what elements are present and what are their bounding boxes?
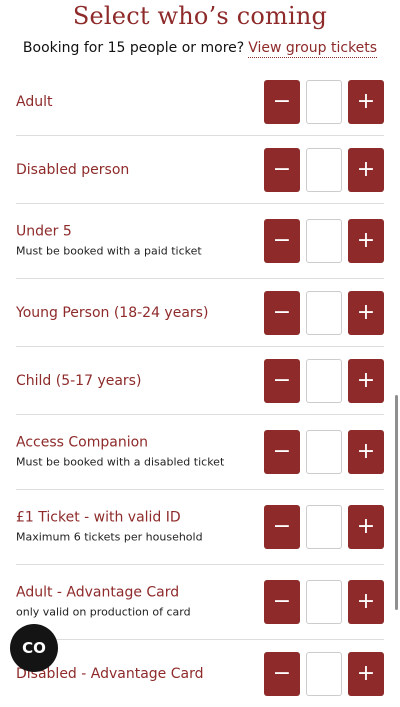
- decrement-button[interactable]: −: [264, 580, 300, 624]
- decrement-button[interactable]: −: [264, 290, 300, 335]
- ticket-label-block: Disabled person: [16, 161, 129, 179]
- page-title: Select who’s coming: [72, 2, 328, 30]
- ticket-label-block: Adult: [16, 93, 52, 111]
- ticket-row-adult-advantage: Adult - Advantage Card only valid on pro…: [16, 565, 384, 640]
- ticket-row-adult: Adult − +: [16, 68, 384, 136]
- ticket-label: Young Person (18-24 years): [16, 304, 209, 321]
- group-booking-line: Booking for 15 people or more? View group…: [0, 40, 400, 58]
- ticket-note: only valid on production of card: [16, 605, 191, 619]
- quantity-stepper: − +: [264, 219, 384, 263]
- ticket-label-block: Adult - Advantage Card only valid on pro…: [16, 584, 191, 621]
- ticket-row-disabled-advantage: Disabled - Advantage Card − +: [16, 640, 384, 707]
- ticket-label-block: Child (5-17 years): [16, 372, 141, 390]
- ticket-label: Adult - Advantage Card: [16, 584, 180, 601]
- ticket-label-block: Access Companion Must be booked with a d…: [16, 434, 224, 471]
- increment-button[interactable]: +: [348, 79, 384, 124]
- increment-button[interactable]: +: [348, 430, 384, 474]
- increment-button[interactable]: +: [348, 580, 384, 624]
- quantity-stepper: − +: [264, 290, 384, 335]
- ticket-label-block: Young Person (18-24 years): [16, 304, 208, 322]
- ticket-row-access-companion: Access Companion Must be booked with a d…: [16, 415, 384, 490]
- decrement-button[interactable]: −: [264, 430, 300, 474]
- quantity-input[interactable]: [306, 219, 342, 263]
- quantity-input[interactable]: [306, 505, 342, 549]
- ticket-label: Disabled - Advantage Card: [16, 665, 204, 682]
- quantity-stepper: − +: [264, 651, 384, 696]
- quantity-input[interactable]: [306, 358, 342, 403]
- quantity-input[interactable]: [306, 79, 342, 124]
- ticket-label: £1 Ticket - with valid ID: [16, 509, 181, 526]
- view-group-tickets-link[interactable]: View group tickets: [248, 40, 378, 58]
- ticket-label-block: Disabled - Advantage Card: [16, 665, 204, 683]
- decrement-button[interactable]: −: [264, 358, 300, 403]
- quantity-stepper: − +: [264, 358, 384, 403]
- quantity-input[interactable]: [306, 580, 342, 624]
- quantity-stepper: − +: [264, 430, 384, 474]
- quantity-stepper: − +: [264, 147, 384, 192]
- ticket-label-block: £1 Ticket - with valid ID Maximum 6 tick…: [16, 509, 203, 546]
- ticket-type-list: Adult − + Disabled person − + Under 5 Mu…: [0, 68, 400, 707]
- ticket-label: Child (5-17 years): [16, 372, 142, 389]
- decrement-button[interactable]: −: [264, 147, 300, 192]
- increment-button[interactable]: +: [348, 358, 384, 403]
- quantity-stepper: − +: [264, 580, 384, 624]
- ticket-label-block: Under 5 Must be booked with a paid ticke…: [16, 223, 202, 260]
- ticket-row-under-5: Under 5 Must be booked with a paid ticke…: [16, 204, 384, 279]
- co-widget-button[interactable]: CO: [10, 624, 58, 672]
- ticket-label: Disabled person: [16, 161, 130, 178]
- decrement-button[interactable]: −: [264, 219, 300, 263]
- ticket-note: Must be booked with a paid ticket: [16, 244, 202, 258]
- ticket-row-young-person: Young Person (18-24 years) − +: [16, 279, 384, 347]
- increment-button[interactable]: +: [348, 651, 384, 696]
- quantity-input[interactable]: [306, 651, 342, 696]
- ticket-label: Adult: [16, 93, 53, 110]
- increment-button[interactable]: +: [348, 505, 384, 549]
- ticket-label: Access Companion: [16, 434, 149, 451]
- increment-button[interactable]: +: [348, 290, 384, 335]
- quantity-input[interactable]: [306, 147, 342, 192]
- page-scrollbar[interactable]: [395, 395, 398, 610]
- ticket-row-one-pound: £1 Ticket - with valid ID Maximum 6 tick…: [16, 490, 384, 565]
- ticket-row-disabled-person: Disabled person − +: [16, 136, 384, 204]
- ticket-label: Under 5: [16, 223, 72, 240]
- decrement-button[interactable]: −: [264, 505, 300, 549]
- decrement-button[interactable]: −: [264, 79, 300, 124]
- increment-button[interactable]: +: [348, 147, 384, 192]
- quantity-input[interactable]: [306, 430, 342, 474]
- quantity-input[interactable]: [306, 290, 342, 335]
- decrement-button[interactable]: −: [264, 651, 300, 696]
- ticket-note: Must be booked with a disabled ticket: [16, 455, 225, 469]
- group-booking-text: Booking for 15 people or more?: [22, 40, 245, 56]
- quantity-stepper: − +: [264, 505, 384, 549]
- ticket-row-child: Child (5-17 years) − +: [16, 347, 384, 415]
- quantity-stepper: − +: [264, 79, 384, 124]
- increment-button[interactable]: +: [348, 219, 384, 263]
- ticket-note: Maximum 6 tickets per household: [16, 530, 203, 544]
